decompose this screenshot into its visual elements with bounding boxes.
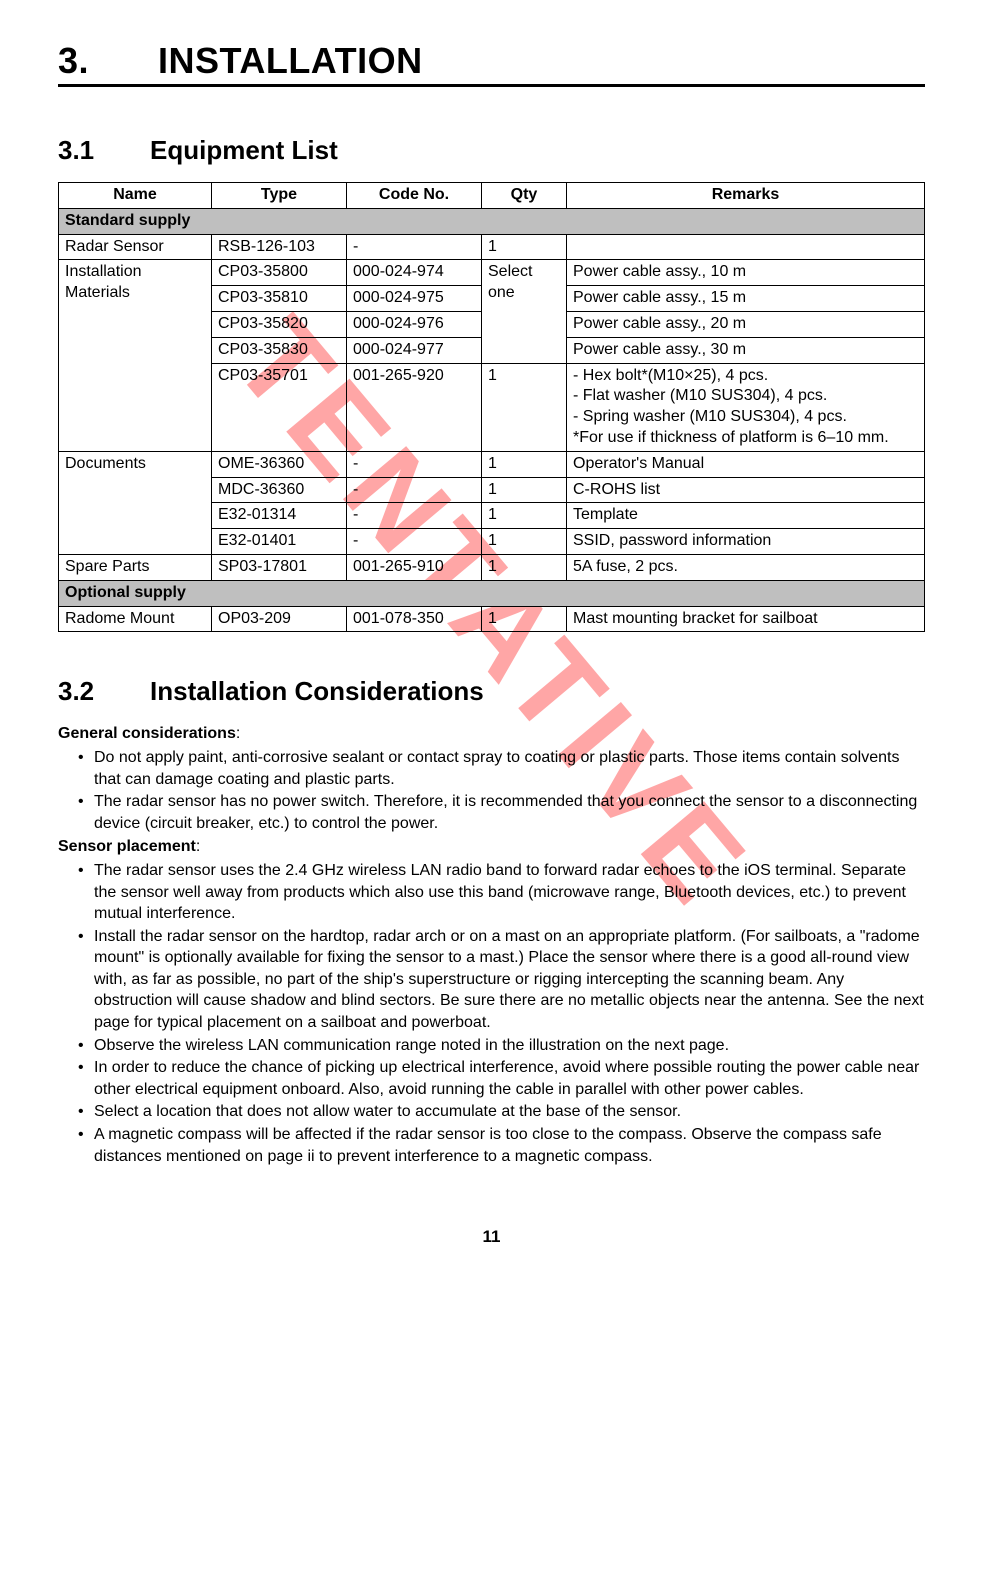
cell-type: OME-36360 xyxy=(212,451,347,477)
cell-remarks: Template xyxy=(567,503,925,529)
sensor-heading-text: Sensor placement xyxy=(58,838,196,855)
cell-code: - xyxy=(347,451,482,477)
list-item: The radar sensor uses the 2.4 GHz wirele… xyxy=(78,860,925,925)
page-number: 11 xyxy=(58,1227,925,1247)
cell-qty: 1 xyxy=(482,606,567,632)
cell-remarks xyxy=(567,234,925,260)
list-item: Select a location that does not allow wa… xyxy=(78,1101,925,1123)
row-radar-sensor: Radar Sensor RSB-126-103 - 1 xyxy=(59,234,925,260)
cell-code: - xyxy=(347,503,482,529)
row-radome-mount: Radome Mount OP03-209 001-078-350 1 Mast… xyxy=(59,606,925,632)
th-qty: Qty xyxy=(482,183,567,209)
cell-code: - xyxy=(347,477,482,503)
cell-remarks: C-ROHS list xyxy=(567,477,925,503)
cell-code: 001-265-920 xyxy=(347,363,482,451)
cell-type: CP03-35701 xyxy=(212,363,347,451)
th-name: Name xyxy=(59,183,212,209)
section-3-2-title: 3.2Installation Considerations xyxy=(58,676,925,707)
cell-code: - xyxy=(347,529,482,555)
cell-remarks: Power cable assy., 10 m xyxy=(567,260,925,286)
cell-code: 001-265-910 xyxy=(347,554,482,580)
th-type: Type xyxy=(212,183,347,209)
cell-remarks: 5A fuse, 2 pcs. xyxy=(567,554,925,580)
cell-name: Installation Materials xyxy=(59,260,212,451)
cell-qty: 1 xyxy=(482,363,567,451)
list-item: The radar sensor has no power switch. Th… xyxy=(78,791,925,834)
group-standard-label: Standard supply xyxy=(59,208,925,234)
cell-name: Documents xyxy=(59,451,212,554)
chapter-number: 3. xyxy=(58,40,158,82)
cell-remarks: SSID, password information xyxy=(567,529,925,555)
sensor-placement-heading: Sensor placement: xyxy=(58,836,925,858)
th-code: Code No. xyxy=(347,183,482,209)
table-header-row: Name Type Code No. Qty Remarks xyxy=(59,183,925,209)
section-3-2-text: Installation Considerations xyxy=(150,676,484,706)
cell-type: E32-01401 xyxy=(212,529,347,555)
sensor-placement-list: The radar sensor uses the 2.4 GHz wirele… xyxy=(58,860,925,1167)
cell-name: Radome Mount xyxy=(59,606,212,632)
cell-type: E32-01314 xyxy=(212,503,347,529)
list-item: A magnetic compass will be affected if t… xyxy=(78,1124,925,1167)
cell-code: 001-078-350 xyxy=(347,606,482,632)
chapter-title: 3.INSTALLATION xyxy=(58,40,925,82)
group-optional-supply: Optional supply xyxy=(59,580,925,606)
row-docs-1: Documents OME-36360 - 1 Operator's Manua… xyxy=(59,451,925,477)
cell-remarks: Power cable assy., 30 m xyxy=(567,337,925,363)
cell-name: Spare Parts xyxy=(59,554,212,580)
cell-type: CP03-35810 xyxy=(212,286,347,312)
group-optional-label: Optional supply xyxy=(59,580,925,606)
cell-code: 000-024-976 xyxy=(347,311,482,337)
chapter-rule xyxy=(58,84,925,87)
row-spare-parts: Spare Parts SP03-17801 001-265-910 1 5A … xyxy=(59,554,925,580)
cell-qty: 1 xyxy=(482,554,567,580)
group-standard-supply: Standard supply xyxy=(59,208,925,234)
cell-type: CP03-35820 xyxy=(212,311,347,337)
section-3-1-title: 3.1Equipment List xyxy=(58,135,925,166)
cell-remarks: Operator's Manual xyxy=(567,451,925,477)
section-3-2-number: 3.2 xyxy=(58,676,150,707)
cell-qty: 1 xyxy=(482,234,567,260)
list-item: In order to reduce the chance of picking… xyxy=(78,1057,925,1100)
section-3-1-text: Equipment List xyxy=(150,135,338,165)
cell-qty: 1 xyxy=(482,529,567,555)
cell-code: 000-024-974 xyxy=(347,260,482,286)
cell-qty: 1 xyxy=(482,503,567,529)
cell-type: OP03-209 xyxy=(212,606,347,632)
list-item: Install the radar sensor on the hardtop,… xyxy=(78,926,925,1034)
equipment-table: Name Type Code No. Qty Remarks Standard … xyxy=(58,182,925,632)
cell-type: RSB-126-103 xyxy=(212,234,347,260)
cell-type: CP03-35800 xyxy=(212,260,347,286)
cell-type: SP03-17801 xyxy=(212,554,347,580)
section-3-1-number: 3.1 xyxy=(58,135,150,166)
cell-type: MDC-36360 xyxy=(212,477,347,503)
cell-name: Radar Sensor xyxy=(59,234,212,260)
cell-code: 000-024-977 xyxy=(347,337,482,363)
th-remarks: Remarks xyxy=(567,183,925,209)
row-install-1: Installation Materials CP03-35800 000-02… xyxy=(59,260,925,286)
cell-remarks: Power cable assy., 20 m xyxy=(567,311,925,337)
cell-qty: 1 xyxy=(482,477,567,503)
cell-remarks: Mast mounting bracket for sailboat xyxy=(567,606,925,632)
list-item: Do not apply paint, anti-corrosive seala… xyxy=(78,747,925,790)
cell-type: CP03-35830 xyxy=(212,337,347,363)
general-heading-text: General considerations xyxy=(58,725,236,742)
cell-remarks: - Hex bolt*(M10×25), 4 pcs. - Flat washe… xyxy=(567,363,925,451)
cell-code: 000-024-975 xyxy=(347,286,482,312)
list-item: Observe the wireless LAN communication r… xyxy=(78,1035,925,1057)
cell-qty: Select one xyxy=(482,260,567,363)
general-considerations-list: Do not apply paint, anti-corrosive seala… xyxy=(58,747,925,834)
cell-code: - xyxy=(347,234,482,260)
general-considerations-heading: General considerations: xyxy=(58,723,925,745)
chapter-text: INSTALLATION xyxy=(158,40,423,81)
cell-remarks: Power cable assy., 15 m xyxy=(567,286,925,312)
cell-qty: 1 xyxy=(482,451,567,477)
